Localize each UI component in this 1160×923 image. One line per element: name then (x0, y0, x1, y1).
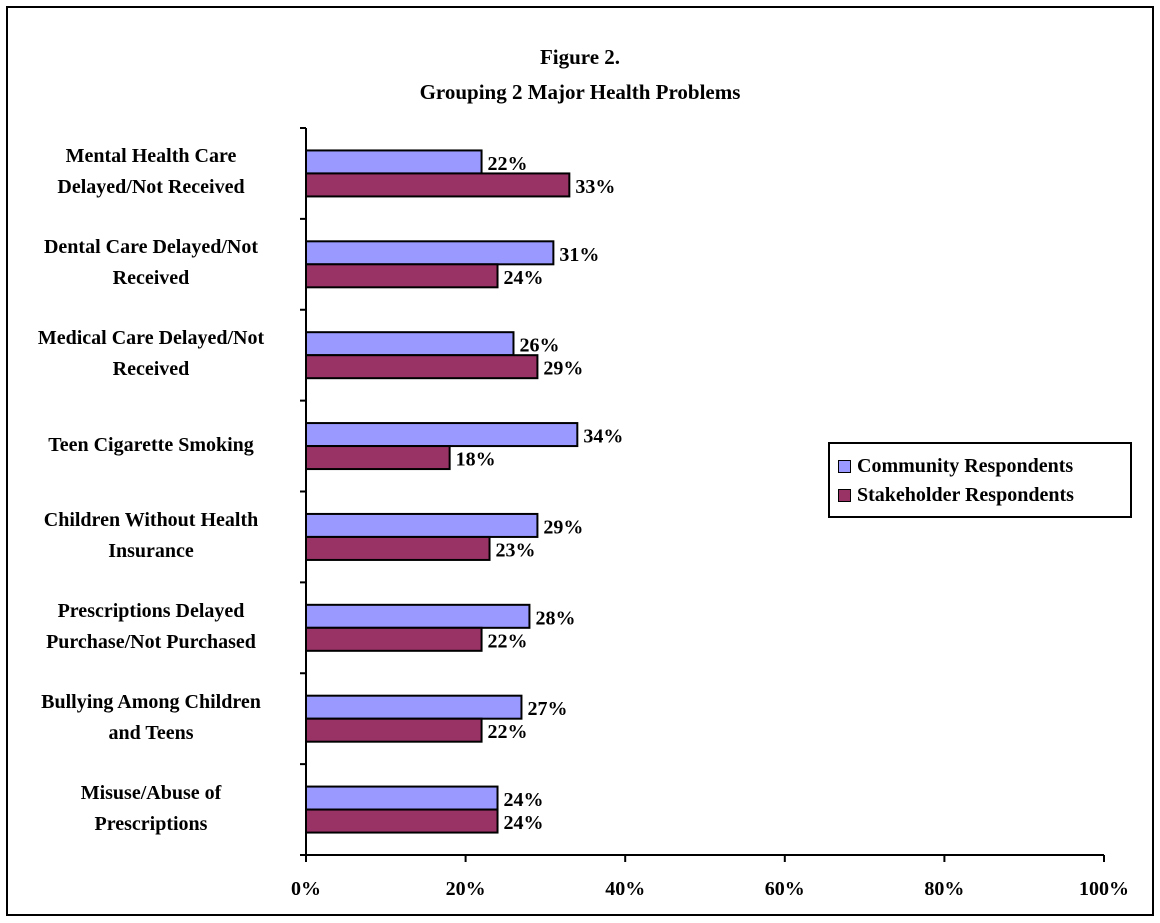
data-label: 22% (488, 721, 528, 743)
legend-label-stakeholder: Stakeholder Respondents (857, 483, 1074, 506)
data-label: 18% (456, 449, 496, 471)
bar (305, 445, 451, 471)
bar (305, 172, 571, 198)
category-label-line: Prescriptions Delayed (57, 599, 245, 622)
legend-swatch-stakeholder (838, 488, 851, 502)
legend-item-stakeholder: Stakeholder Respondents (838, 483, 1074, 507)
legend-item-community: Community Respondents (838, 454, 1073, 478)
category-label: Bullying Among Children and Teens (6, 687, 296, 749)
category-label-line: Dental Care Delayed/Not (43, 236, 259, 259)
data-label: 29% (543, 358, 583, 380)
data-label: 28% (535, 607, 575, 629)
category-label-line: Children Without Health (43, 508, 259, 531)
bar (305, 512, 539, 538)
legend-swatch-community (838, 459, 851, 473)
data-label: 22% (488, 630, 528, 652)
category-label: Dental Care Delayed/Not Received (6, 232, 296, 294)
chart-title: Figure 2. (539, 45, 621, 69)
data-label: 24% (504, 789, 544, 811)
x-tick-label: 60% (765, 878, 805, 900)
data-label: 23% (496, 539, 536, 561)
x-tick-label: 80% (924, 878, 964, 900)
bar (305, 785, 499, 811)
data-label: 26% (519, 335, 559, 357)
chart-subtitle: Grouping 2 Major Health Problems (419, 80, 741, 104)
data-label: 33% (575, 176, 615, 198)
category-label: Teen Cigarette Smoking (6, 430, 296, 461)
legend-label-community: Community Respondents (857, 454, 1074, 477)
category-label-line: Received (112, 267, 190, 290)
data-label: 29% (543, 516, 583, 538)
category-label-line: Bullying Among Children (41, 690, 261, 713)
data-label: 24% (504, 812, 544, 834)
data-label: 22% (488, 153, 528, 175)
bar (305, 603, 531, 629)
category-label-line: and Teens (108, 721, 194, 744)
category-label: Medical Care Delayed/Not Received (6, 323, 296, 385)
category-label-line: Misuse/Abuse of (80, 781, 222, 804)
data-label: 27% (527, 698, 567, 720)
data-label: 34% (583, 426, 623, 448)
bar (305, 240, 555, 266)
bar (305, 331, 515, 357)
bar (305, 149, 483, 175)
bar (305, 808, 499, 834)
x-tick-label: 0% (291, 878, 321, 900)
category-label-line: Delayed/Not Received (57, 176, 245, 199)
bar (305, 354, 539, 380)
data-label: 31% (559, 244, 599, 266)
category-label-line: Prescriptions (94, 812, 208, 835)
category-label: Misuse/Abuse of Prescriptions (6, 778, 296, 840)
category-label-line: Received (112, 358, 190, 381)
x-tick-label: 40% (605, 878, 645, 900)
legend: Community Respondents Stakeholder Respon… (828, 442, 1132, 518)
x-tick-label: 20% (446, 878, 486, 900)
category-label-line: Medical Care Delayed/Not (37, 327, 265, 350)
x-tick-label: 100% (1079, 878, 1129, 900)
bar (305, 717, 483, 743)
category-label: Children Without Health Insurance (6, 505, 296, 567)
category-label-line: Teen Cigarette Smoking (48, 433, 254, 456)
bar (305, 694, 523, 720)
bar (305, 263, 499, 289)
category-label: Mental Health Care Delayed/Not Received (6, 141, 296, 203)
category-label-line: Purchase/Not Purchased (46, 630, 256, 653)
category-label: Prescriptions Delayed Purchase/Not Purcha… (6, 596, 296, 658)
data-label: 24% (504, 267, 544, 289)
category-label-line: Insurance (108, 539, 194, 562)
category-label-line: Mental Health Care (65, 145, 237, 168)
bar (305, 626, 483, 652)
bar (305, 535, 491, 561)
bar (305, 422, 579, 448)
